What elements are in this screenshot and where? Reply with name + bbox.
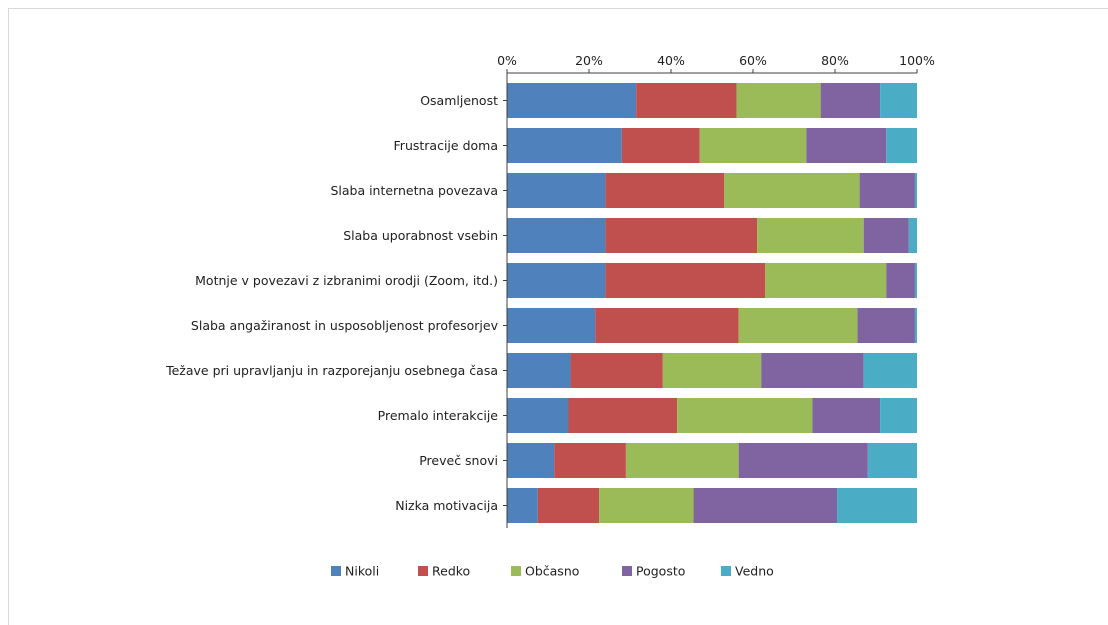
bar-nikoli [507,218,606,253]
bar-pogosto [886,263,915,298]
bar-nikoli [507,353,571,388]
legend: Nikoli Redko Občasno Pogosto Vedno [331,564,774,579]
legend-label-redko: Redko [432,564,470,579]
bar-pogosto [820,83,881,118]
legend-label-obcasno: Občasno [525,564,579,579]
category-label: Osamljenost [420,93,498,108]
bar-redko [595,308,739,343]
bar-pogosto [863,218,909,253]
bar-redko [621,128,700,163]
category-label: Frustracije doma [394,138,498,153]
bar-redko [570,353,663,388]
bar-redko [605,218,758,253]
bar-vedno [880,83,917,118]
bar-vedno [863,353,917,388]
category-label: Slaba uporabnost vsebin [343,228,498,243]
bar-nikoli [507,173,606,208]
bar-redko [537,488,600,523]
bar-nikoli [507,443,555,478]
bar-obcasno [625,443,739,478]
bar-vedno [914,308,917,343]
x-tick-label: 20% [575,53,603,68]
category-label: Preveč snovi [419,453,498,468]
bar-pogosto [806,128,887,163]
legend-swatch-nikoli [331,566,341,576]
x-tick-label: 80% [821,53,849,68]
bar-redko [568,398,678,433]
legend-label-vedno: Vedno [735,564,774,579]
category-label: Motnje v povezavi z izbranimi orodji (Zo… [195,273,498,288]
legend-label-nikoli: Nikoli [345,564,379,579]
bar-nikoli [507,488,538,523]
bar-pogosto [738,443,868,478]
category-label: Slaba internetna povezava [330,183,498,198]
x-axis: 0% 20% 40% 60% 80% 100% [497,53,935,74]
x-tick-label: 40% [657,53,685,68]
bar-pogosto [693,488,838,523]
bar-obcasno [765,263,887,298]
x-tick-label: 60% [739,53,767,68]
bar-obcasno [738,308,858,343]
bar-pogosto [761,353,864,388]
bar-nikoli [507,308,596,343]
bar-nikoli [507,83,637,118]
bar-pogosto [857,308,915,343]
legend-swatch-redko [418,566,428,576]
bar-vedno [914,263,917,298]
bar-obcasno [599,488,694,523]
bar-obcasno [736,83,821,118]
bar-vedno [886,128,917,163]
bar-pogosto [812,398,881,433]
bar-obcasno [757,218,864,253]
bar-obcasno [662,353,762,388]
bar-vedno [908,218,917,253]
bar-nikoli [507,128,622,163]
bar-vedno [867,443,917,478]
plot-area [507,83,917,523]
bar-nikoli [507,263,606,298]
bar-vedno [837,488,917,523]
bar-obcasno [699,128,807,163]
bar-vedno [914,173,917,208]
bar-obcasno [724,173,860,208]
bar-obcasno [677,398,813,433]
bar-pogosto [859,173,915,208]
bar-redko [636,83,737,118]
legend-label-pogosto: Pogosto [636,564,685,579]
bar-redko [554,443,626,478]
bar-nikoli [507,398,569,433]
bar-redko [605,263,766,298]
legend-swatch-pogosto [622,566,632,576]
legend-swatch-obcasno [511,566,521,576]
legend-swatch-vedno [721,566,731,576]
category-label: Težave pri upravljanju in razporejanju o… [165,363,498,378]
category-label: Premalo interakcije [378,408,499,423]
category-label: Slaba angažiranost in usposobljenost pro… [191,318,499,333]
y-axis: Osamljenost Frustracije doma Slaba interne… [165,73,508,528]
bar-redko [605,173,725,208]
x-tick-label: 100% [899,53,935,68]
category-label: Nizka motivacija [395,498,498,513]
x-tick-label: 0% [497,53,517,68]
bar-vedno [880,398,917,433]
